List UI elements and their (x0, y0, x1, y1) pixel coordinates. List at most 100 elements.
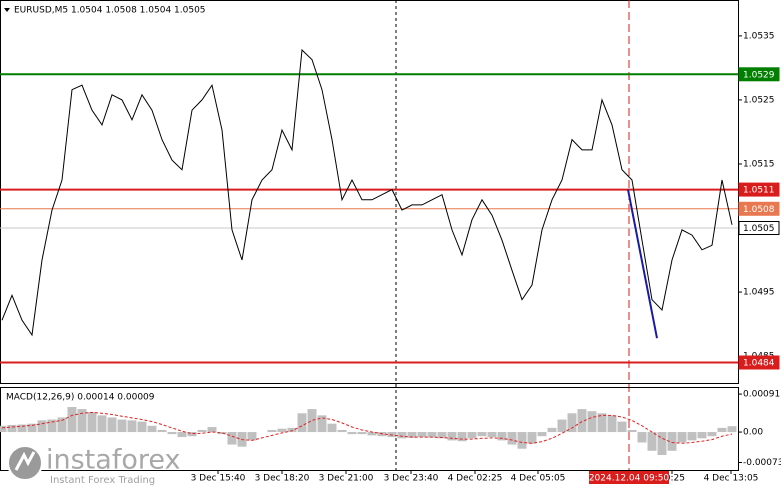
histogram-bar (577, 409, 587, 433)
histogram-bar (547, 427, 557, 433)
histogram-bar (427, 432, 437, 438)
x-tick-label: 4 Dec 05:05 (511, 474, 566, 484)
histogram-bar (267, 429, 277, 433)
y-tick-label: 1.0515 (743, 159, 775, 169)
y-tick-label: 0.00091 (743, 390, 780, 400)
histogram-bar (327, 423, 337, 433)
x-tick-label: 4 Dec 02:25 (448, 474, 503, 484)
histogram-bar (487, 432, 497, 438)
level-label: 1.0508 (743, 205, 775, 215)
histogram-bar (477, 432, 487, 437)
histogram-bar (147, 425, 157, 433)
histogram-bar (347, 432, 357, 435)
trend-line (627, 189, 658, 339)
histogram-bar (687, 432, 697, 441)
histogram-bar (197, 429, 207, 433)
level-label-box (738, 182, 780, 197)
histogram-bar (317, 415, 327, 433)
histogram-bar (727, 426, 737, 433)
y-tick-label: -0.00073 (743, 458, 781, 468)
signal-line (1, 411, 733, 444)
histogram-bar (37, 420, 47, 433)
histogram-bar (587, 411, 597, 433)
logo-name: instaforex (46, 445, 180, 476)
level-label-box (738, 67, 780, 82)
level-label: 1.0511 (743, 186, 775, 196)
histogram-bar (647, 432, 657, 451)
title-arrow (4, 8, 10, 12)
histogram-bar (87, 412, 97, 433)
histogram-bar (637, 432, 647, 443)
histogram-bar (367, 432, 377, 436)
histogram-bar (17, 424, 27, 433)
logo-tagline: Instant Forex Trading (50, 475, 155, 486)
panel: 1.05351.05251.05151.04951.04851.05291.05… (0, 0, 780, 470)
histogram-bar (137, 421, 147, 433)
histogram-bar (117, 419, 127, 433)
panel-title: EURUSD,M5 1.0504 1.0508 1.0504 1.0505 (14, 6, 206, 16)
histogram-bar (47, 419, 57, 433)
histogram-bar (7, 424, 17, 433)
x-tick-label: 10:25 (659, 474, 685, 484)
level-label: 1.0484 (743, 359, 775, 369)
histogram-bar (217, 432, 227, 435)
histogram-bar (657, 432, 667, 455)
histogram-bar (537, 432, 547, 437)
histogram-bar (337, 429, 347, 433)
histogram-bar (517, 432, 527, 449)
histogram-bar (27, 423, 37, 433)
panel: 0.00091 0.00 -0.00073 MACD(12,26,9) 0.00014… (0, 387, 781, 486)
x-tick-label: 4 Dec 13:05 (704, 474, 759, 484)
y-tick-label: 0.00 (743, 428, 763, 438)
histogram-bar (77, 409, 87, 433)
histogram-bar (127, 420, 137, 433)
histogram-bar (457, 432, 467, 442)
panel-title: MACD(12,26,9) 0.00014 0.00009 (6, 393, 155, 403)
histogram-bar (557, 419, 567, 433)
histogram-bar (397, 432, 407, 439)
histogram-bar (667, 432, 677, 451)
histogram-bar (697, 432, 707, 439)
histogram-bar (0, 425, 7, 433)
y-tick-label: 1.0525 (743, 95, 775, 105)
histogram-bar (597, 413, 607, 433)
histogram-bar (187, 432, 197, 437)
histogram-bar (207, 427, 217, 433)
y-tick-label: 1.0535 (743, 31, 775, 41)
logo-circle (7, 445, 43, 481)
level-label: 1.0529 (743, 70, 775, 80)
logo-mark (14, 451, 36, 471)
x-tick-label: 3 Dec 15:40 (191, 474, 246, 484)
level-label-box (738, 201, 780, 216)
histogram-bar (247, 432, 257, 441)
histogram-bar (447, 432, 457, 441)
histogram-bar (67, 407, 77, 433)
price-line (1, 48, 733, 337)
histogram-bar (497, 432, 507, 441)
level-label-box (738, 221, 780, 236)
histogram-bar (277, 428, 287, 433)
histogram-bar (57, 417, 67, 433)
histogram-bar (617, 421, 627, 433)
level-label-box (738, 355, 780, 370)
histogram-bar (627, 429, 637, 433)
histogram-bar (227, 432, 237, 445)
histogram-bar (287, 427, 297, 433)
histogram-bar (437, 432, 447, 439)
histogram-bar (407, 432, 417, 438)
level-label: 1.0505 (743, 224, 775, 234)
histogram-bar (507, 432, 517, 445)
histogram-bar (177, 432, 187, 438)
histogram-bar (717, 427, 727, 433)
histogram-bar (607, 415, 617, 433)
histogram-bar (97, 415, 107, 433)
histogram-bar (357, 432, 367, 435)
histogram-bar (297, 413, 307, 433)
histogram-bar (167, 432, 177, 435)
x-tick-label: 3 Dec 21:00 (319, 474, 374, 484)
histogram-bar (707, 432, 717, 437)
histogram-bar (107, 417, 117, 433)
